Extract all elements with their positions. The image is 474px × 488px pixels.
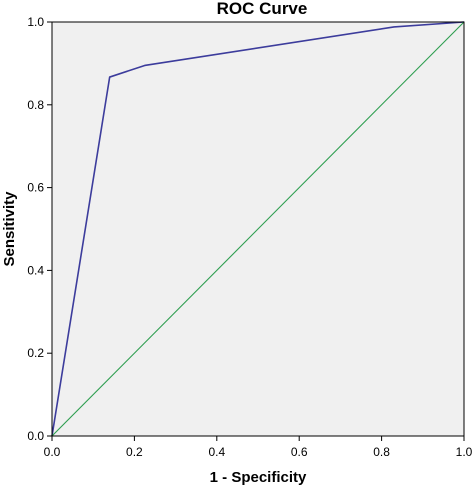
x-tick-label: 0.4: [208, 445, 225, 459]
x-tick-label: 0.2: [126, 445, 143, 459]
y-tick-label: 0.0: [27, 429, 44, 443]
y-tick-label: 1.0: [27, 15, 44, 29]
y-axis: 0.0 0.2 0.4 0.6 0.8 1.0: [27, 15, 52, 443]
x-tick-label: 1.0: [456, 445, 473, 459]
x-tick-label: 0.0: [44, 445, 61, 459]
chart-title: ROC Curve: [217, 0, 308, 18]
plot-frame: [51, 21, 465, 437]
y-tick-label: 0.8: [27, 98, 44, 112]
roc-curve-line: [51, 21, 465, 437]
y-axis-label: Sensitivity: [1, 191, 18, 267]
y-tick-label: 0.4: [27, 263, 44, 277]
reference-diagonal-line: [51, 21, 465, 437]
y-tick-label: 0.6: [27, 181, 44, 195]
series-layer: [51, 21, 465, 437]
x-tick-label: 0.8: [373, 445, 390, 459]
y-tick-label: 0.2: [27, 346, 44, 360]
x-tick-label: 0.6: [291, 445, 308, 459]
x-axis-label: 1 - Specificity: [210, 469, 307, 486]
x-axis: 0.0 0.2 0.4 0.6 0.8 1.0: [44, 436, 473, 459]
